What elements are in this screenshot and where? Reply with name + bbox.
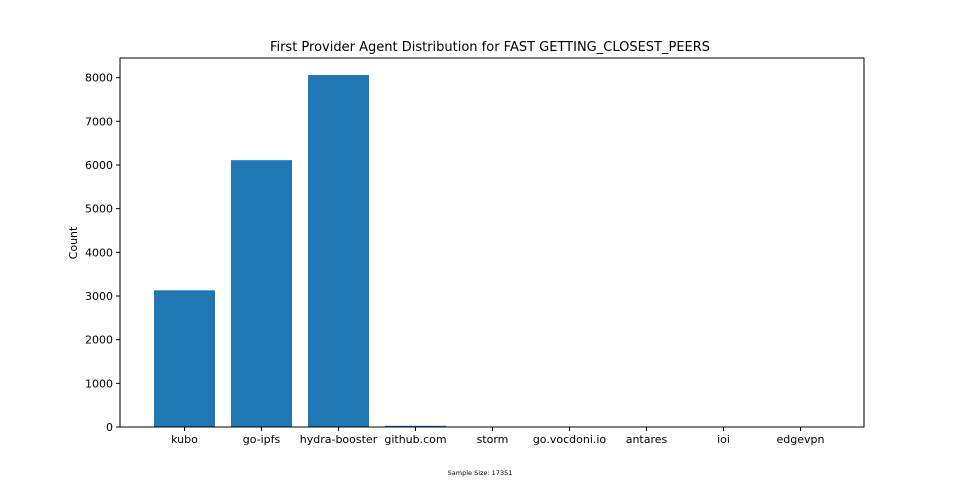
x-tick-label: ioi (717, 433, 730, 446)
x-tick-label: storm (477, 433, 509, 446)
y-tick-label: 4000 (85, 246, 113, 259)
sample-size-note: Sample Size: 17351 (448, 469, 513, 477)
x-tick-label: github.com (384, 433, 446, 446)
x-tick-label: go-ipfs (243, 433, 281, 446)
y-tick-label: 7000 (85, 115, 113, 128)
x-tick-label: edgevpn (777, 433, 825, 446)
bar-kubo (154, 290, 215, 427)
y-tick-label: 8000 (85, 72, 113, 85)
y-tick-label: 0 (106, 421, 113, 434)
y-tick-label: 3000 (85, 290, 113, 303)
bar-go-ipfs (231, 160, 292, 427)
bar-hydra-booster (308, 75, 369, 427)
x-tick-label: kubo (171, 433, 198, 446)
y-tick-label: 5000 (85, 203, 113, 216)
y-tick-label: 1000 (85, 377, 113, 390)
y-tick-label: 2000 (85, 334, 113, 347)
y-axis-title: Count (67, 226, 80, 259)
y-tick-label: 6000 (85, 159, 113, 172)
x-tick-label: go.vocdoni.io (533, 433, 607, 446)
x-tick-label: hydra-booster (300, 433, 378, 446)
chart-title: First Provider Agent Distribution for FA… (270, 40, 710, 55)
x-tick-label: antares (626, 433, 668, 446)
